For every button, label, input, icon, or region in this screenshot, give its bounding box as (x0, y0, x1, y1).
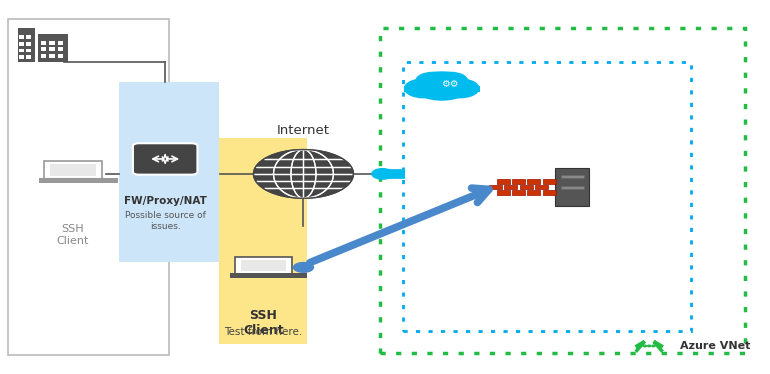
Bar (527, 180, 541, 184)
Bar (19, 55, 24, 59)
FancyBboxPatch shape (119, 82, 219, 262)
Bar (18, 28, 35, 62)
Bar (527, 190, 541, 194)
FancyBboxPatch shape (403, 62, 691, 331)
FancyBboxPatch shape (133, 143, 197, 175)
Circle shape (404, 79, 443, 98)
Text: Test from here.: Test from here. (224, 327, 303, 337)
FancyBboxPatch shape (235, 257, 292, 275)
Bar (26, 55, 31, 59)
Bar (26, 35, 31, 39)
FancyBboxPatch shape (44, 161, 102, 179)
Bar (241, 260, 286, 272)
FancyBboxPatch shape (219, 138, 307, 344)
FancyBboxPatch shape (39, 178, 118, 183)
Circle shape (372, 169, 393, 179)
Bar (561, 186, 584, 189)
Bar (489, 185, 502, 189)
Bar (38, 34, 68, 62)
Circle shape (293, 263, 313, 272)
Bar (520, 185, 533, 189)
Bar (49, 47, 55, 51)
Circle shape (440, 79, 479, 98)
Circle shape (648, 345, 651, 347)
Bar (504, 185, 517, 189)
Bar (543, 180, 556, 184)
Circle shape (413, 72, 470, 100)
Text: Possible source of
issues.: Possible source of issues. (125, 211, 206, 231)
Bar (512, 190, 525, 194)
Circle shape (434, 73, 467, 89)
FancyBboxPatch shape (8, 19, 169, 355)
Bar (41, 41, 46, 45)
Bar (535, 185, 548, 189)
Circle shape (253, 150, 353, 198)
Bar (497, 180, 510, 184)
Bar (58, 54, 63, 58)
Bar (19, 49, 24, 52)
Bar (58, 47, 63, 51)
Bar (26, 49, 31, 52)
Bar (561, 175, 584, 178)
Circle shape (643, 345, 646, 347)
Bar (543, 190, 556, 194)
Bar (49, 54, 55, 58)
Text: SSH
Client: SSH Client (57, 224, 89, 246)
Bar (512, 180, 525, 184)
FancyBboxPatch shape (380, 28, 745, 353)
Bar (497, 190, 510, 194)
Bar (19, 42, 24, 46)
Text: Internet: Internet (277, 123, 330, 137)
Text: FW/Proxy/NAT: FW/Proxy/NAT (124, 196, 206, 206)
Text: ⚙⚙: ⚙⚙ (440, 79, 458, 89)
FancyBboxPatch shape (230, 273, 307, 278)
Text: SSH
Client: SSH Client (243, 309, 284, 337)
Bar (50, 164, 96, 176)
Bar (26, 42, 31, 46)
Bar (403, 86, 480, 92)
Bar (41, 47, 46, 51)
Bar (19, 35, 24, 39)
Text: Azure VNet: Azure VNet (680, 341, 750, 351)
Bar (49, 41, 55, 45)
Bar (58, 41, 63, 45)
FancyBboxPatch shape (555, 168, 589, 206)
Bar (41, 54, 46, 58)
Circle shape (652, 345, 655, 347)
Circle shape (416, 73, 450, 89)
